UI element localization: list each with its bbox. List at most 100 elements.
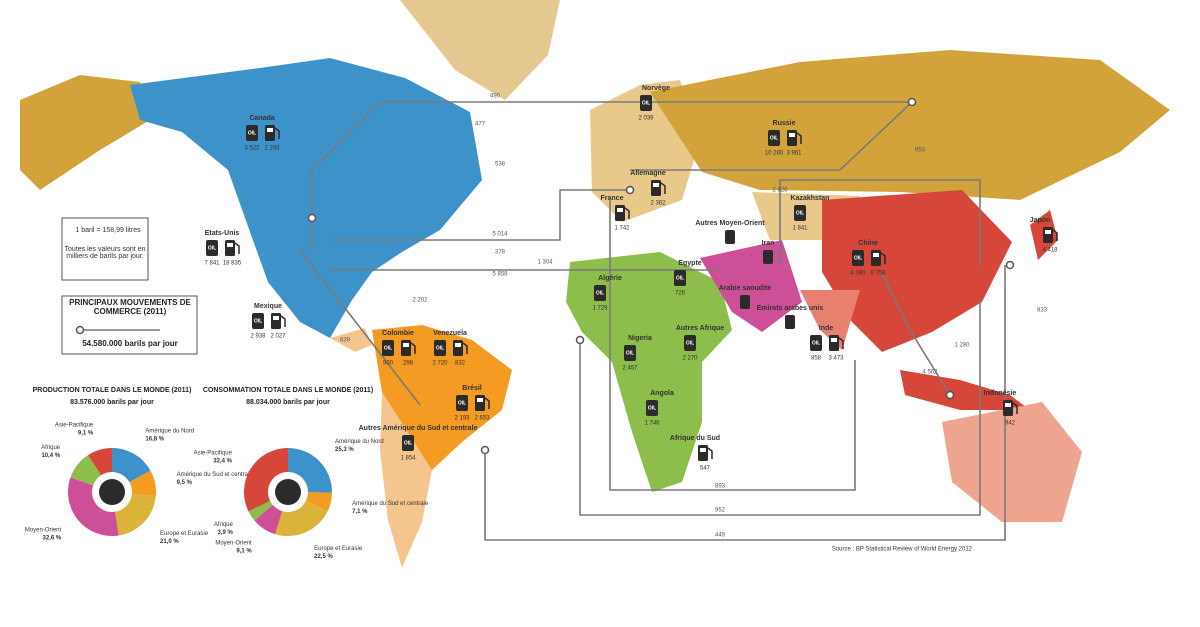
country-name: Chine — [858, 240, 878, 247]
production-value: 1 729 — [592, 306, 608, 312]
production-value: 4 090 — [850, 271, 866, 277]
barrel-label: OIL — [642, 100, 650, 106]
production-value: 2 270 — [682, 356, 698, 362]
flow-label: 5 858 — [492, 272, 508, 278]
flow-node — [945, 390, 955, 400]
country-name: Iran — [762, 240, 775, 247]
donut-segment — [248, 500, 273, 521]
trade-box — [61, 295, 198, 355]
chart-subtitle: 88.034.000 barils par jour — [246, 399, 330, 406]
segment-name: Asie-Pacifique — [55, 422, 94, 428]
country-name: Inde — [819, 325, 833, 332]
pump-window — [403, 343, 409, 347]
barrel-icon — [740, 295, 750, 309]
pump-hose — [660, 182, 666, 194]
consumption-value: 2 362 — [650, 201, 666, 207]
production-value: 7 841 — [204, 261, 220, 267]
production-value: 858 — [811, 356, 822, 362]
segment-label: 7,1 % — [352, 509, 368, 515]
consumption-value: 2 293 — [264, 146, 280, 152]
barrel-icon — [252, 313, 264, 329]
pump-hose — [484, 397, 490, 409]
source: Source : BP Statistical Review of World … — [832, 547, 973, 553]
donut-centre-icon — [275, 479, 301, 505]
consumption-value: 1 742 — [614, 226, 630, 232]
pump-window — [455, 343, 461, 347]
production-value: 1 746 — [644, 421, 660, 427]
pump-window — [873, 253, 879, 257]
africa — [566, 252, 732, 492]
barrel-label: OIL — [384, 345, 392, 351]
segment-label: 32,6 % — [43, 536, 62, 542]
country-name: Allemagne — [630, 170, 666, 177]
segment-name: Amérique du Nord — [335, 439, 384, 445]
pump-window — [617, 208, 623, 212]
donut-segment — [129, 470, 156, 497]
segment-name: Afrique — [214, 522, 234, 528]
flow-line — [330, 189, 630, 241]
barrel-icon — [810, 335, 822, 351]
barrel-icon — [640, 95, 652, 111]
flow-line — [579, 300, 981, 516]
barrel-icon — [646, 400, 658, 416]
pump-hose — [707, 447, 713, 459]
production-value: 930 — [383, 361, 394, 367]
barrel-label: OIL — [458, 400, 466, 406]
country-name: Autres Moyen-Orient — [695, 220, 765, 227]
pump-icon — [453, 340, 463, 356]
barrel-icon — [246, 125, 258, 141]
consumption-value: 832 — [455, 361, 466, 367]
units-note-box: Toutes les valeurs sont en milliers de b… — [65, 246, 146, 260]
barrel-icon — [785, 315, 795, 329]
flow-label: 839 — [340, 338, 351, 344]
flow-line — [609, 200, 856, 491]
barrel-icon — [456, 395, 468, 411]
segment-name: Amérique du Sud et centrale — [177, 472, 254, 478]
flow-node — [480, 445, 490, 455]
east-siberia — [20, 75, 150, 190]
chart-title: PRODUCTION TOTALE DANS LE MONDE (2011) — [33, 387, 192, 394]
country-name: Egypte — [678, 260, 701, 267]
consumption-value: 9 758 — [870, 271, 886, 277]
chart-subtitle: 83.576.000 barils par jour — [70, 399, 154, 406]
barrel-icon — [674, 270, 686, 286]
flow-line — [779, 179, 981, 265]
segment-label: 22,5 % — [314, 554, 333, 560]
country-name: Brésil — [462, 385, 482, 392]
consumption-value: 3 473 — [828, 356, 844, 362]
pump-window — [831, 338, 837, 342]
pump-hose — [234, 242, 240, 254]
production-value: 1 841 — [792, 226, 808, 232]
pump-window — [700, 448, 706, 452]
pump-icon — [651, 180, 661, 196]
segment-label: 32,4 % — [213, 459, 232, 465]
segment-name: Moyen-Orient — [215, 541, 252, 547]
central-america — [330, 328, 372, 352]
pump-hose — [880, 252, 886, 264]
barrel-icon — [768, 130, 780, 146]
pump-icon — [265, 125, 275, 141]
barrel-label: OIL — [854, 255, 862, 261]
segment-label: 9,5 % — [177, 480, 193, 486]
segment-label: 25,3 % — [335, 447, 354, 453]
consumption-value: 18 835 — [223, 261, 242, 267]
segment-label: 21,0 % — [160, 539, 179, 545]
trade-total: 54.580.000 barils par jour — [82, 339, 178, 348]
barrel-label: OIL — [254, 318, 262, 324]
barrel-label: OIL — [248, 130, 256, 136]
country-name: Algérie — [598, 275, 622, 282]
flow-node — [1005, 260, 1015, 270]
south-cone — [380, 392, 432, 568]
pump-icon — [225, 240, 235, 256]
country-name: Norvège — [642, 85, 670, 92]
barrel-label: OIL — [796, 210, 804, 216]
flow-label: 449 — [715, 533, 726, 539]
pump-icon — [871, 250, 881, 266]
consumption-value: 547 — [700, 466, 711, 472]
country-name: France — [601, 195, 624, 202]
barrel-label: OIL — [770, 135, 778, 141]
segment-label: 9,1 % — [78, 430, 94, 436]
donut-segment — [275, 500, 328, 536]
barrel-icon — [382, 340, 394, 356]
segment-name: Afrique — [41, 445, 61, 451]
